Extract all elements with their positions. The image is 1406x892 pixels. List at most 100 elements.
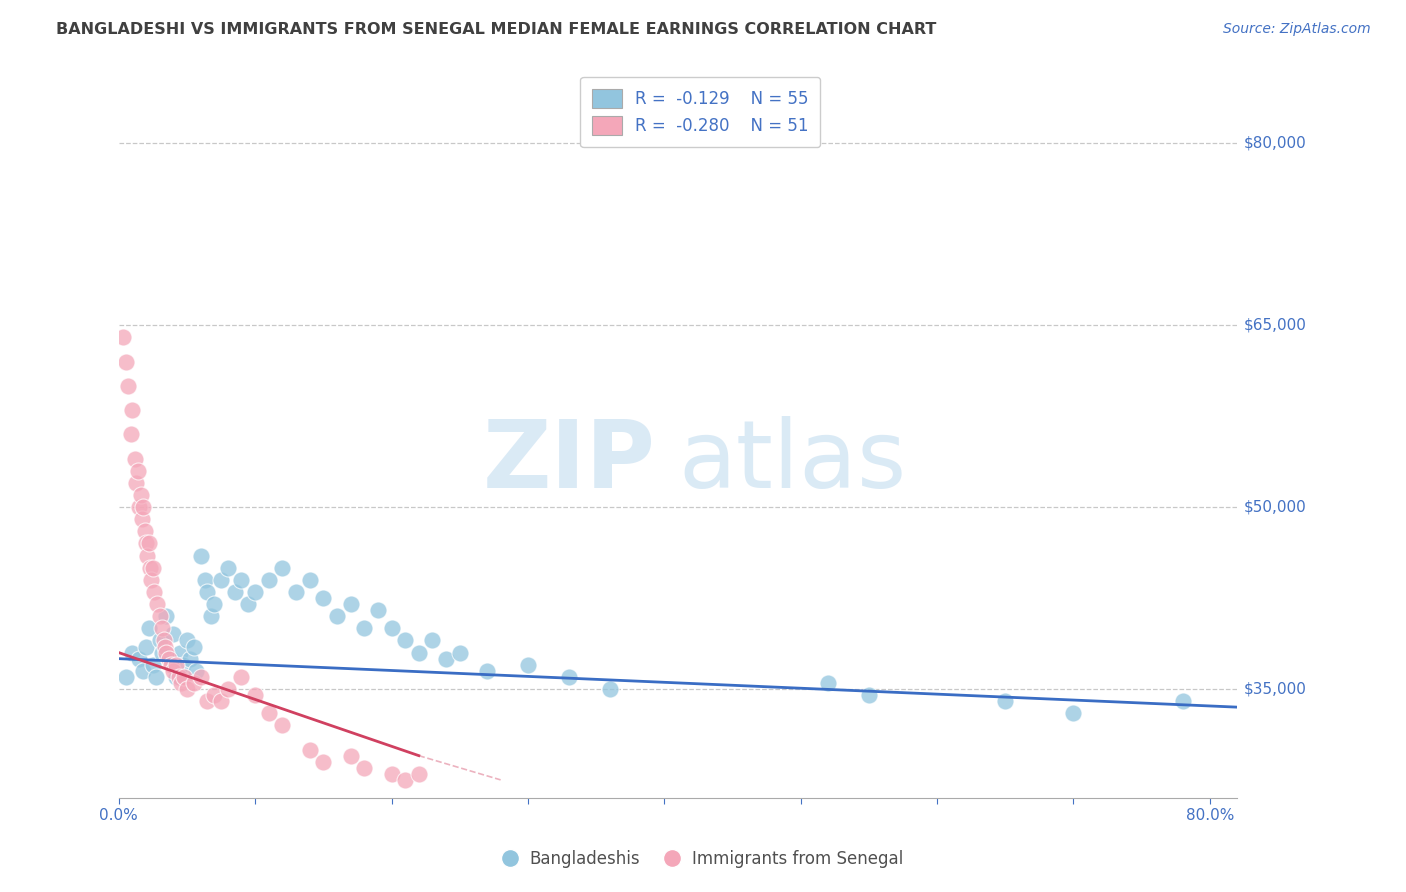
Point [121,403,143,417]
Point [124,451,146,466]
Point [353,621,375,635]
Point [162,627,184,641]
Point [194,573,217,587]
Point [150,621,173,635]
Point [128,500,150,515]
Point [190,670,212,684]
Point [139,560,162,574]
Point [599,681,621,696]
Point [152,633,174,648]
Point [994,694,1017,708]
Point [558,670,581,684]
Point [190,549,212,563]
Point [176,633,198,648]
Text: atlas: atlas [678,416,907,508]
Point [243,585,266,599]
Point [449,646,471,660]
Point [125,475,148,490]
Text: $65,000: $65,000 [1244,318,1306,333]
Point [165,657,187,672]
Point [312,591,335,605]
Point [209,573,232,587]
Point [136,549,159,563]
Point [114,354,136,368]
Point [159,651,181,665]
Point [132,500,155,515]
Text: ZIP: ZIP [482,416,655,508]
Point [339,597,361,611]
Point [149,633,172,648]
Point [138,621,160,635]
Point [394,633,416,648]
Point [162,664,184,678]
Point [434,651,457,665]
Point [167,670,190,684]
Point [155,646,177,660]
Point [197,585,219,599]
Point [149,609,172,624]
Point [257,573,280,587]
Point [257,706,280,721]
Point [271,560,294,574]
Point [217,560,239,574]
Point [231,573,253,587]
Point [172,657,194,672]
Point [186,664,208,678]
Point [475,664,498,678]
Point [134,524,156,539]
Point [231,670,253,684]
Point [516,657,538,672]
Point [243,688,266,702]
Point [155,609,177,624]
Point [339,748,361,763]
Point [367,603,389,617]
Point [179,651,201,665]
Point [127,464,149,478]
Text: $35,000: $35,000 [1244,681,1306,697]
Point [142,560,165,574]
Point [114,670,136,684]
Point [111,330,134,344]
Point [209,694,232,708]
Point [394,772,416,787]
Point [138,536,160,550]
Point [135,640,157,654]
Point [408,646,430,660]
Text: $50,000: $50,000 [1244,500,1306,515]
Point [224,585,246,599]
Text: BANGLADESHI VS IMMIGRANTS FROM SENEGAL MEDIAN FEMALE EARNINGS CORRELATION CHART: BANGLADESHI VS IMMIGRANTS FROM SENEGAL M… [56,22,936,37]
Point [197,694,219,708]
Point [145,670,167,684]
Point [408,767,430,781]
Legend: R =  -0.129    N = 55, R =  -0.280    N = 51: R = -0.129 N = 55, R = -0.280 N = 51 [581,77,820,147]
Point [173,670,195,684]
Point [121,646,143,660]
Point [298,573,321,587]
Point [271,718,294,732]
Point [141,573,163,587]
Point [117,379,139,393]
Text: Source: ZipAtlas.com: Source: ZipAtlas.com [1223,22,1371,37]
Point [132,664,155,678]
Point [159,657,181,672]
Point [128,651,150,665]
Legend: Bangladeshis, Immigrants from Senegal: Bangladeshis, Immigrants from Senegal [496,844,910,875]
Point [312,755,335,769]
Point [142,657,165,672]
Point [135,536,157,550]
Point [380,767,402,781]
Point [380,621,402,635]
Point [157,651,180,665]
Point [422,633,444,648]
Point [183,676,205,690]
Point [169,646,191,660]
Point [200,609,222,624]
Point [183,640,205,654]
Point [285,585,308,599]
Point [1062,706,1084,721]
Point [238,597,260,611]
Point [176,681,198,696]
Point [217,681,239,696]
Point [1171,694,1194,708]
Point [858,688,880,702]
